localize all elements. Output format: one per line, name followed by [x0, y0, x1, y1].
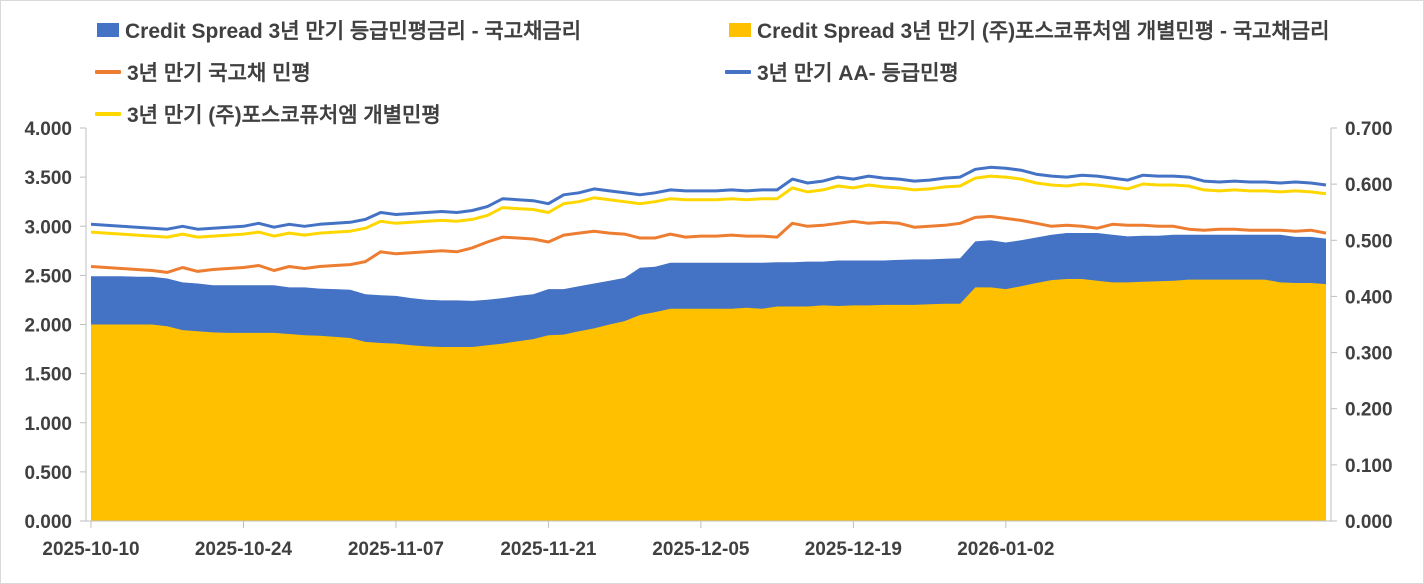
x-tick-label: 2026-01-02 [957, 539, 1054, 560]
left-tick-label: 0.000 [24, 512, 72, 533]
x-tick-label: 2025-11-21 [500, 539, 597, 560]
x-tick-label: 2025-11-07 [348, 539, 444, 560]
right-tick-label: 0.500 [1345, 231, 1393, 252]
left-tick-label: 3.500 [24, 168, 72, 189]
legend-swatch-aa-minus [725, 70, 751, 74]
left-tick-label: 2.000 [24, 316, 72, 337]
area-layer [91, 233, 1326, 521]
line-series-1 [90, 174, 1327, 239]
left-tick-label: 0.500 [24, 463, 72, 484]
right-tick-label: 0.200 [1345, 400, 1393, 421]
legend-label-posco: 3년 만기 (주)포스코퓨처엠 개별민평 [127, 104, 441, 127]
right-tick-label: 0.600 [1345, 175, 1393, 196]
area-series-1 [91, 279, 1326, 521]
legend-swatch-spread-posco [729, 23, 751, 37]
right-tick-label: 0.400 [1345, 287, 1393, 308]
legend-swatch-posco [95, 112, 121, 116]
line-series-2 [90, 214, 1327, 274]
legend-item-aa-minus: 3년 만기 AA- 등급민평 [725, 57, 959, 87]
left-tick-label: 4.000 [24, 119, 72, 140]
legend-item-spread-posco: Credit Spread 3년 만기 (주)포스코퓨처엠 개별민평 - 국고채… [729, 15, 1329, 45]
line-series-0 [90, 165, 1327, 231]
legend-item-ktb: 3년 만기 국고채 민평 [95, 57, 311, 87]
axes-layer: 0.000 0.500 1.000 1.500 2.000 2.500 3.000 3.500… [24, 119, 1392, 560]
legend-label-aa-minus: 3년 만기 AA- 등급민평 [757, 62, 959, 85]
left-tick-label: 2.500 [24, 266, 72, 287]
right-tick-label: 0.300 [1345, 344, 1393, 365]
legend-label-spread-posco: Credit Spread 3년 만기 (주)포스코퓨처엠 개별민평 - 국고채… [757, 20, 1330, 43]
legend-item-spread-grade: Credit Spread 3년 만기 등급민평금리 - 국고채금리 [97, 15, 581, 45]
legend-swatch-spread-grade [97, 23, 119, 37]
x-tick-label: 2025-12-05 [652, 539, 750, 560]
legend-label-spread-grade: Credit Spread 3년 만기 등급민평금리 - 국고채금리 [125, 20, 582, 43]
right-tick-label: 0.000 [1345, 512, 1393, 533]
x-tick-label: 2025-12-19 [805, 539, 902, 560]
legend-swatch-ktb [95, 70, 121, 74]
right-tick-label: 0.700 [1345, 119, 1393, 140]
right-tick-label: 0.100 [1345, 456, 1393, 477]
left-tick-label: 1.500 [24, 365, 72, 386]
x-tick-label: 2025-10-10 [42, 539, 139, 560]
line-layer [90, 165, 1327, 274]
left-tick-label: 1.000 [24, 414, 72, 435]
left-tick-label: 3.000 [24, 217, 72, 238]
legend-item-posco: 3년 만기 (주)포스코퓨처엠 개별민평 [95, 99, 441, 129]
x-tick-label: 2025-10-24 [195, 539, 293, 560]
legend-label-ktb: 3년 만기 국고채 민평 [127, 62, 311, 85]
